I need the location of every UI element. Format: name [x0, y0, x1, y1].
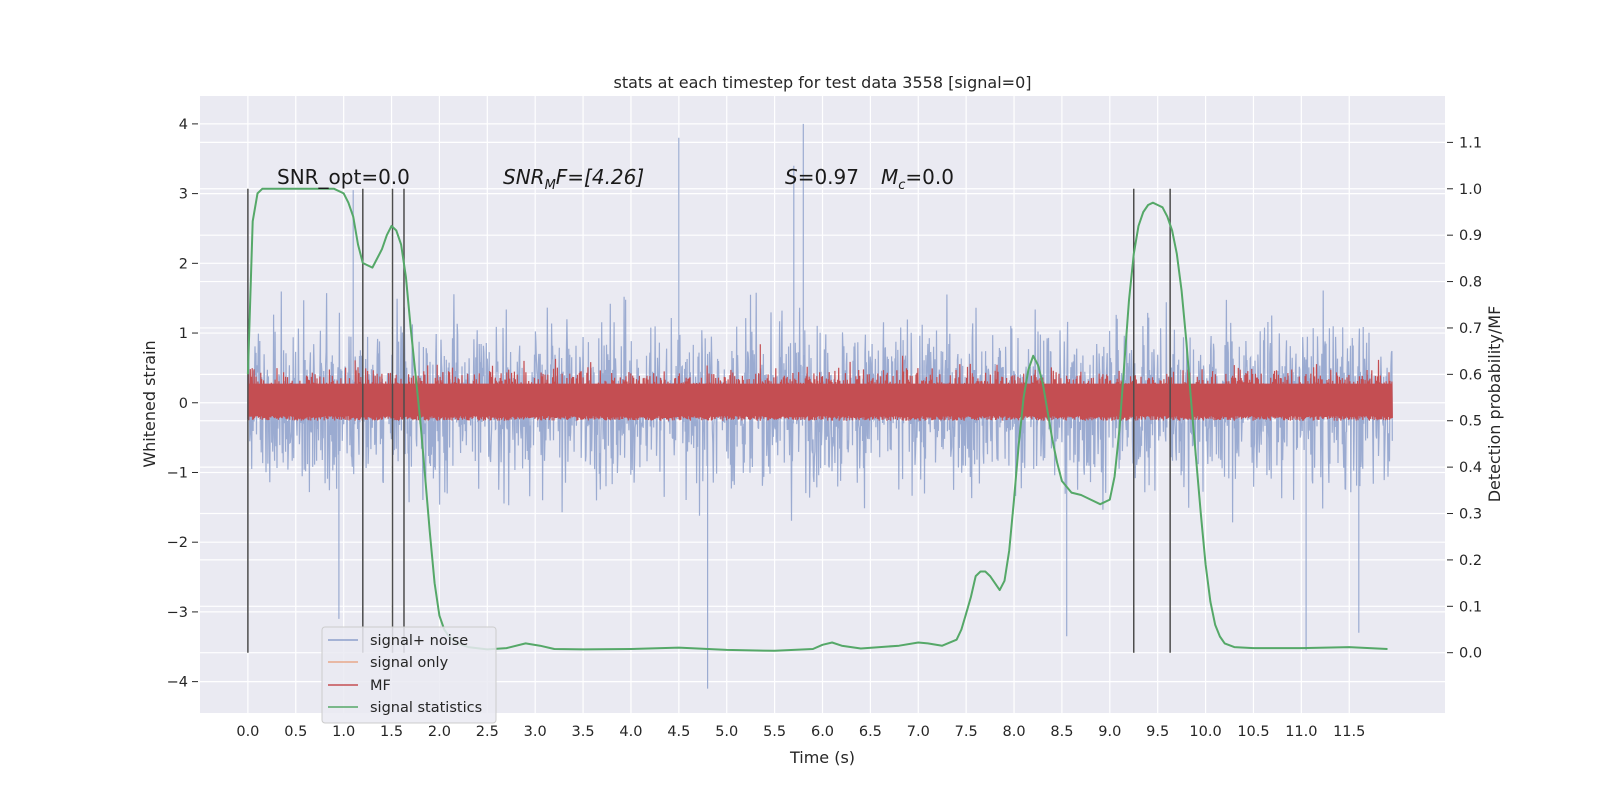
- x-tick-label: 6.5: [859, 724, 882, 740]
- y2-tick-label: 0.2: [1459, 553, 1482, 569]
- x-tick-label: 2.5: [476, 724, 499, 740]
- y-tick-label: −4: [167, 675, 188, 691]
- x-axis-label: Time (s): [789, 748, 855, 767]
- x-tick-label: 0.0: [236, 724, 259, 740]
- legend: signal+ noise signal only MF signal stat…: [321, 626, 497, 724]
- y2-tick-label: 0.7: [1459, 321, 1482, 337]
- x-tick-label: 2.0: [428, 724, 451, 740]
- y2-axis-label: Detection probability/MF: [1485, 306, 1504, 503]
- y2-tick-label: 0.6: [1459, 367, 1482, 383]
- signal-statistics-series: [246, 187, 1388, 652]
- y2-tick-label: 0.5: [1459, 414, 1482, 430]
- legend-label-stats: signal statistics: [370, 700, 482, 716]
- x-tick-label: 7.5: [955, 724, 978, 740]
- y-tick-label: −1: [167, 465, 188, 481]
- tick-labels: 0.0 0.5 1.0 1.5 2.0 2.5 3.0 3.5 4.0 4.5 5.0 5.5 6.0 6…: [167, 117, 1482, 740]
- x-tick-label: 10.0: [1189, 724, 1221, 740]
- snr-mf-symbol: SNR: [503, 165, 545, 189]
- stat-mc-symbol: M: [881, 165, 898, 189]
- y2-tick-label: 0.0: [1459, 646, 1482, 662]
- stat-mc-value: =0.0: [905, 165, 954, 189]
- y-tick-label: 1: [179, 326, 188, 342]
- stat-s-symbol: S: [785, 165, 798, 189]
- legend-label-noise: signal+ noise: [370, 633, 468, 649]
- x-tick-label: 5.0: [715, 724, 738, 740]
- x-tick-label: 8.0: [1003, 724, 1026, 740]
- x-tick-label: 1.0: [332, 724, 355, 740]
- x-tick-label: 5.5: [763, 724, 786, 740]
- annotation-stats: S=0.97 Mc=0.0: [785, 165, 954, 193]
- y2-tick-label: 0.4: [1459, 460, 1482, 476]
- signal-statistics-line: [246, 187, 1388, 652]
- y-tick-label: −2: [167, 535, 188, 551]
- x-tick-label: 6.0: [811, 724, 834, 740]
- x-tick-label: 4.5: [667, 724, 690, 740]
- y-tick-label: 3: [179, 187, 188, 203]
- x-tick-label: 8.5: [1050, 724, 1073, 740]
- annotation-snr-mf: SNRMF=[4.26]: [503, 165, 644, 193]
- x-tick-label: 11.0: [1285, 724, 1317, 740]
- y2-tick-label: 1.1: [1459, 135, 1482, 151]
- legend-label-signal: signal only: [370, 655, 449, 671]
- y-tick-label: 0: [179, 396, 188, 412]
- x-tick-label: 11.5: [1333, 724, 1365, 740]
- y2-tick-label: 0.1: [1459, 599, 1482, 615]
- x-tick-label: 7.0: [907, 724, 930, 740]
- legend-box: [321, 626, 497, 724]
- stat-mc-subscript: c: [898, 178, 905, 193]
- x-tick-label: 3.5: [572, 724, 595, 740]
- x-tick-label: 10.5: [1237, 724, 1269, 740]
- mf-series: [247, 344, 1393, 421]
- snr-mf-subscript: M: [545, 178, 556, 193]
- y2-tick-label: 0.8: [1459, 275, 1482, 291]
- y-tick-label: 2: [179, 256, 188, 272]
- x-tick-label: 4.0: [619, 724, 642, 740]
- x-tick-label: 0.5: [284, 724, 307, 740]
- x-tick-label: 1.5: [380, 724, 403, 740]
- legend-label-mf: MF: [370, 678, 391, 694]
- annotation-snr-opt: SNR_opt=0.0: [277, 165, 410, 189]
- y-axis-label: Whitened strain: [140, 340, 159, 467]
- x-tick-label: 3.0: [524, 724, 547, 740]
- y2-tick-label: 0.3: [1459, 507, 1482, 523]
- y2-tick-label: 0.9: [1459, 228, 1482, 244]
- x-tick-label: 9.0: [1098, 724, 1121, 740]
- y2-tick-label: 1.0: [1459, 182, 1482, 198]
- stat-s-value: =0.97: [798, 165, 859, 189]
- x-tick-label: 9.5: [1146, 724, 1169, 740]
- y-tick-label: −3: [167, 605, 188, 621]
- chart-title: stats at each timestep for test data 355…: [613, 73, 1031, 92]
- y-tick-label: 4: [179, 117, 188, 133]
- snr-mf-rest: F=[4.26]: [556, 165, 644, 189]
- mf-line: [247, 344, 1393, 421]
